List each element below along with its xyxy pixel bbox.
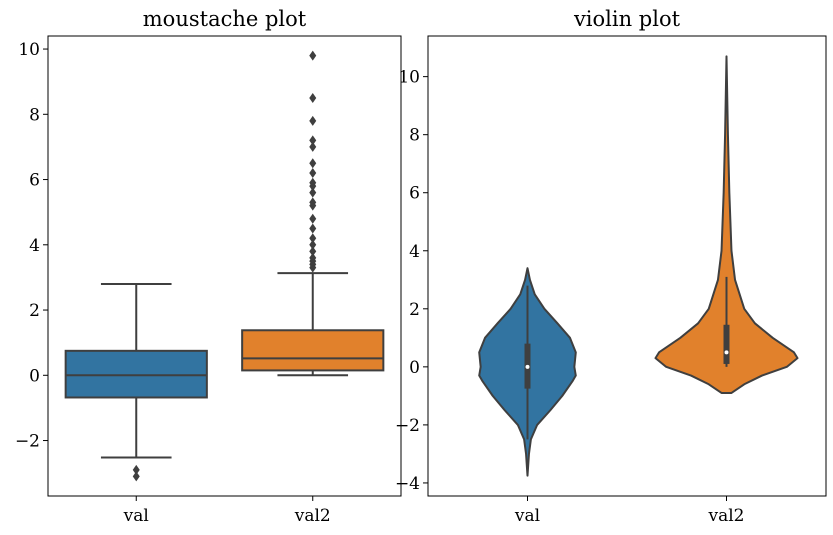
outlier-point: [132, 471, 140, 482]
outlier-point: [309, 141, 317, 152]
outlier-point: [309, 213, 317, 224]
box-iqr: [241, 329, 385, 372]
y-tick-label: 0: [29, 366, 40, 386]
y-tick-label: 10: [18, 40, 40, 60]
outlier-point: [309, 50, 317, 61]
outlier-point: [309, 158, 317, 169]
x-tick-label: val2: [294, 506, 331, 526]
outlier-point: [309, 223, 317, 234]
y-tick-label: −4: [395, 474, 420, 494]
x-tick-label: val: [514, 506, 540, 526]
outlier-point: [309, 92, 317, 103]
x-tick-label: val: [123, 506, 149, 526]
y-tick-label: 8: [409, 126, 420, 146]
outlier-point: [309, 252, 317, 263]
outlier-point: [309, 115, 317, 126]
violin-iqr-box: [723, 324, 730, 364]
y-tick-label: 0: [409, 358, 420, 378]
chart-title: violin plot: [573, 7, 681, 31]
outlier-point: [309, 233, 317, 244]
y-tick-label: 6: [29, 171, 40, 191]
violin-median-dot: [724, 350, 729, 355]
outlier-point: [309, 135, 317, 146]
y-tick-label: 8: [29, 105, 40, 125]
outlier-point: [309, 246, 317, 257]
outlier-point: [132, 464, 140, 475]
box-val: [64, 282, 208, 482]
violin-median-dot: [525, 364, 530, 369]
x-tick-label: val2: [708, 506, 745, 526]
outlier-point: [309, 168, 317, 179]
y-tick-label: 6: [409, 184, 420, 204]
outlier-point: [309, 239, 317, 250]
box-iqr: [64, 349, 208, 399]
outlier-point: [309, 187, 317, 198]
violin-val: [478, 267, 577, 477]
chart-title: moustache plot: [143, 7, 307, 31]
outlier-point: [309, 177, 317, 188]
subplot-violin: violin plot −4 −2 0 2 4 6 8 10 val val2: [395, 7, 827, 526]
subplot-box: moustache plot −2 0 2 4 6 8 10 val val2: [15, 7, 402, 526]
y-tick-label: 2: [29, 301, 40, 321]
axes-frame: [427, 35, 827, 497]
axes-frame: [47, 35, 402, 497]
y-tick-label: 2: [409, 300, 420, 320]
y-tick-label: 4: [409, 242, 420, 262]
outlier-point: [309, 197, 317, 208]
y-tick-label: 4: [29, 236, 40, 256]
y-tick-label: 10: [398, 68, 420, 88]
violin-val2: [654, 55, 799, 394]
violin-body: [654, 55, 799, 394]
box-val2: [241, 50, 385, 377]
y-tick-label: −2: [395, 416, 420, 436]
y-tick-label: −2: [15, 432, 40, 452]
